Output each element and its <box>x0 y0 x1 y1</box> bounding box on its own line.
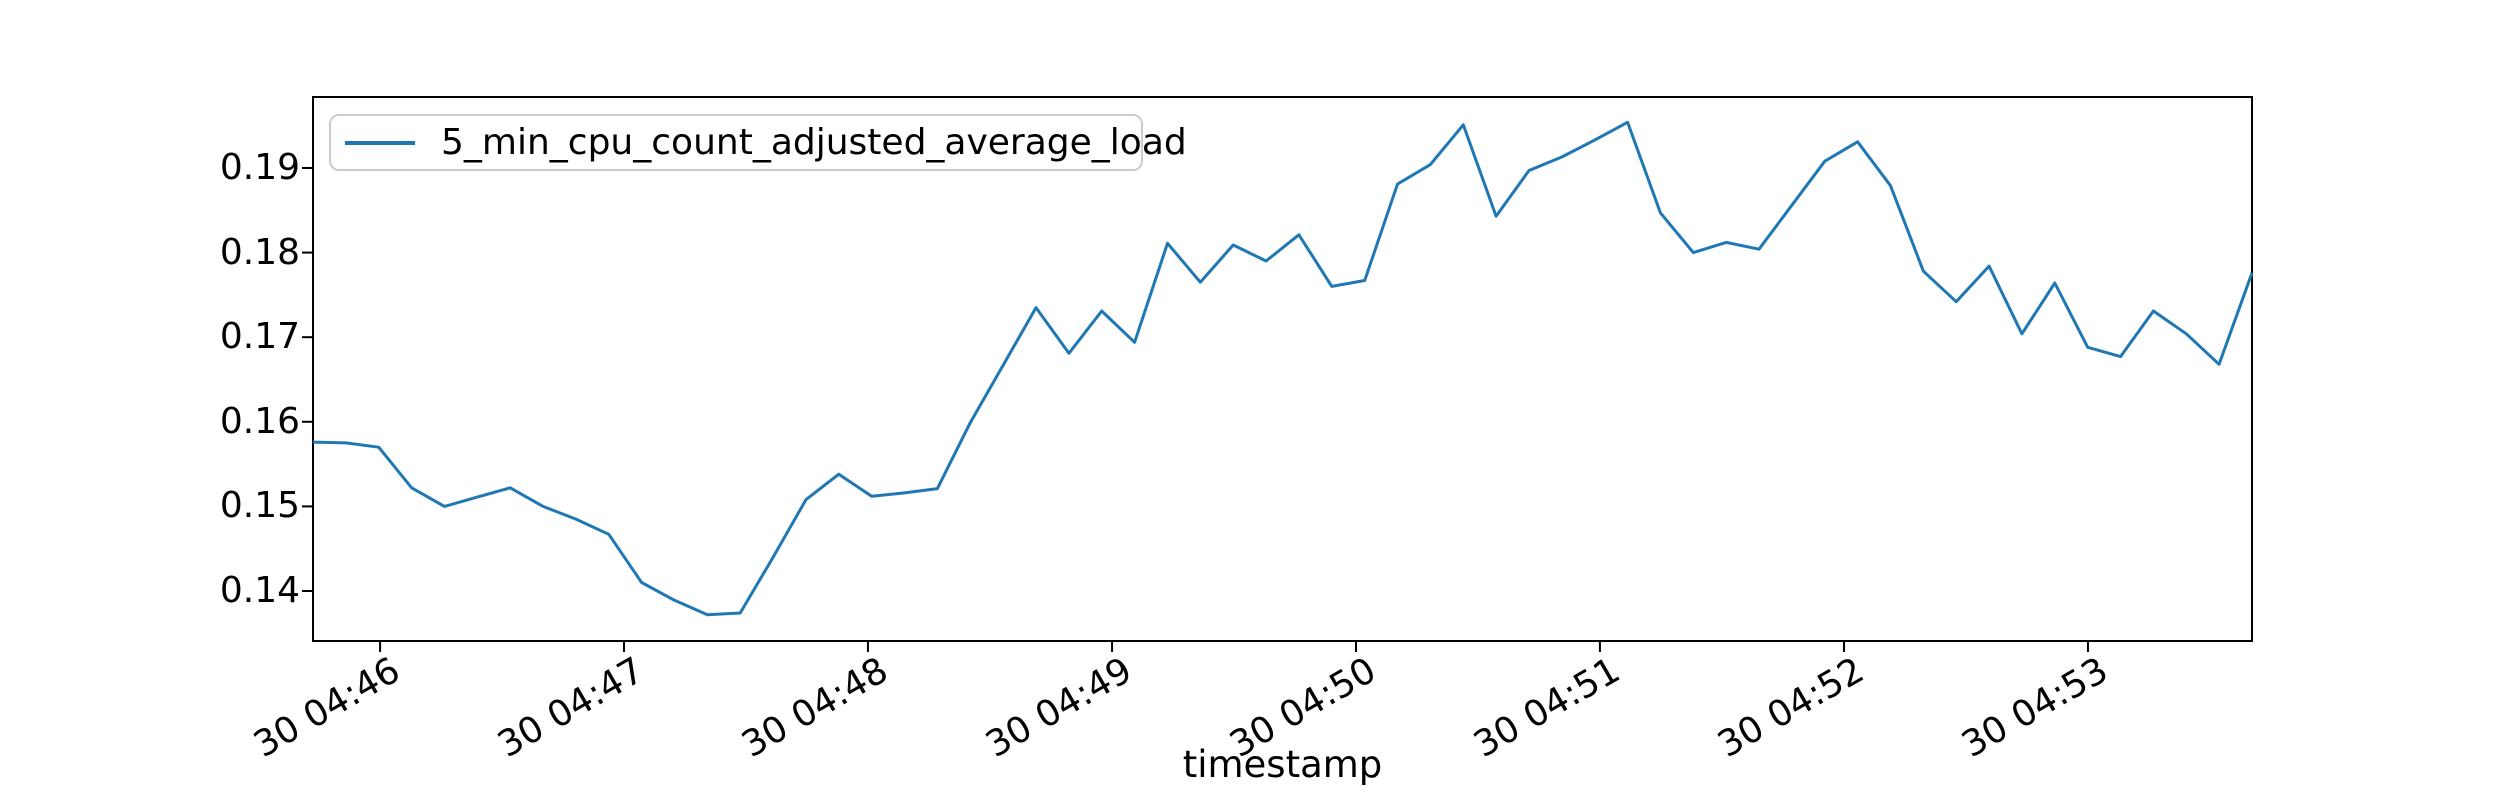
y-tick-label-0: 0.14 <box>219 569 300 611</box>
x-axis-title: timestamp <box>1182 743 1383 786</box>
y-tick-label-1: 0.15 <box>219 485 300 527</box>
y-tick-label-2: 0.16 <box>219 400 300 442</box>
y-tick-label-4: 0.18 <box>219 231 300 273</box>
axes-frame <box>312 96 2253 642</box>
y-tick-label-5: 0.19 <box>219 146 300 188</box>
legend-series-label: 5_min_cpu_count_adjusted_average_load <box>441 122 1187 163</box>
series-line <box>312 120 2254 617</box>
legend-line-sample <box>345 140 415 145</box>
legend: 5_min_cpu_count_adjusted_average_load <box>329 114 1187 171</box>
y-tick-label-3: 0.17 <box>219 316 300 358</box>
